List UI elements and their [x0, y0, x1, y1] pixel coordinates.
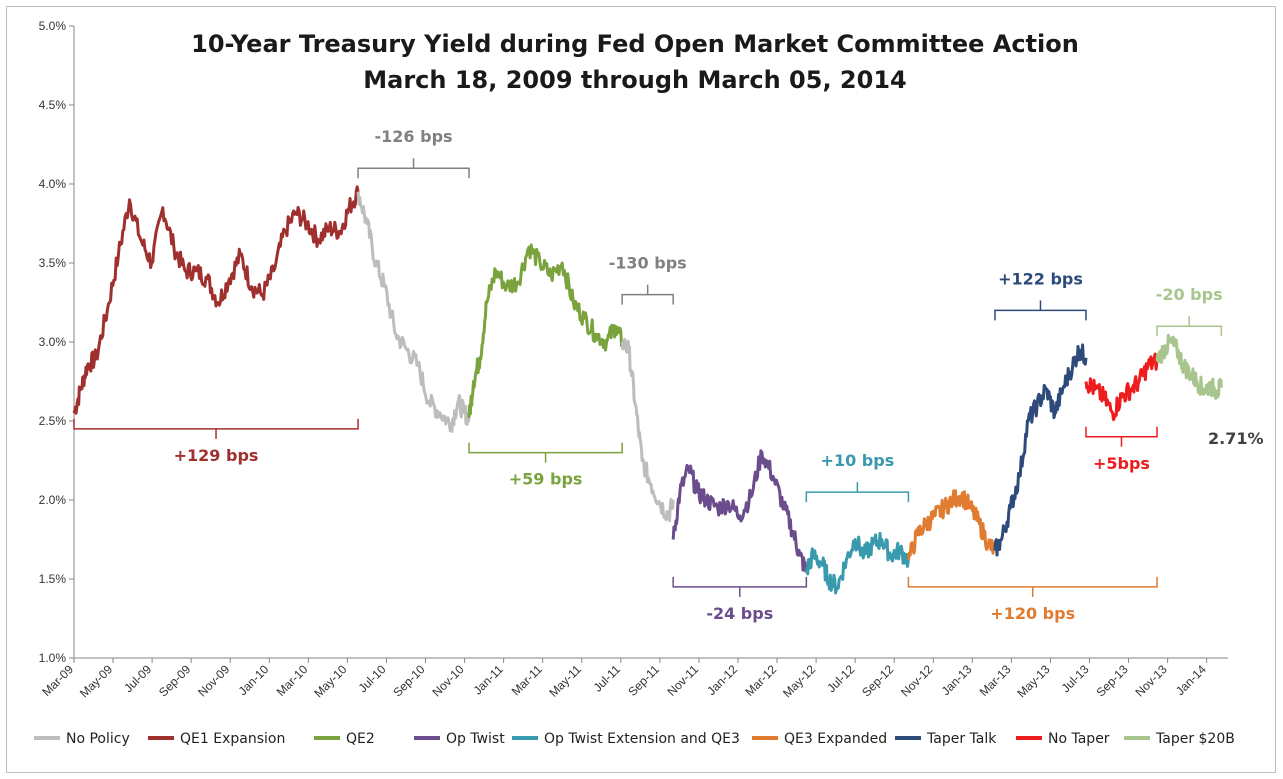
- legend-label: QE2: [346, 731, 375, 747]
- x-tick-label: May-09: [77, 662, 115, 700]
- axes: 1.0% 1.5% 2.0% 2.5% 3.0% 3.5% 4.0% 4.5% 5.0% Mar-…: [39, 19, 1228, 700]
- x-tick-label: May-12: [780, 662, 818, 700]
- x-tick-label: Sep-11: [625, 662, 662, 699]
- legend-label: Taper Talk: [926, 731, 997, 747]
- y-tick-label: 4.0%: [39, 177, 67, 191]
- annotations: +129 bps -126 bps +59 bps -130 bps -24 bps +1…: [73, 127, 1223, 623]
- x-tick-label: Jan-13: [939, 662, 975, 698]
- series-line: [620, 338, 675, 523]
- annotation-label: -24 bps: [706, 604, 773, 623]
- annotation-label: +129 bps: [174, 446, 259, 465]
- y-tick-label: 3.0%: [39, 335, 67, 349]
- y-tick-label: 2.5%: [39, 414, 67, 428]
- series-line: [993, 343, 1088, 557]
- chart-subtitle: March 18, 2009 through March 05, 2014: [363, 66, 906, 94]
- annotation-bracket: [621, 284, 674, 305]
- x-tick-label: Jan-10: [236, 662, 272, 698]
- series-line: [671, 449, 808, 573]
- legend-label: Taper $20B: [1155, 731, 1235, 747]
- annotation-bracket: [357, 158, 470, 179]
- x-tick-label: Jan-12: [704, 662, 740, 698]
- x-tick-label: Sep-13: [1093, 662, 1130, 699]
- series-line: [72, 185, 360, 415]
- y-tick-label: 3.5%: [39, 256, 67, 270]
- legend-label: No Taper: [1048, 731, 1110, 747]
- series-line: [356, 191, 471, 433]
- annotation-bracket: [73, 418, 359, 439]
- x-tick-label: Mar-10: [274, 662, 311, 699]
- x-tick-label: Sep-09: [156, 662, 193, 699]
- annotation-label: +59 bps: [509, 470, 583, 489]
- annotation-label: -130 bps: [609, 254, 687, 273]
- annotation-bracket: [1085, 426, 1158, 447]
- annotation-bracket: [907, 576, 1158, 597]
- x-tick-label: Jul-13: [1059, 662, 1092, 695]
- x-tick-label: Nov-12: [898, 662, 935, 699]
- x-tick-label: May-10: [311, 662, 349, 700]
- annotation-label: +122 bps: [998, 269, 1083, 288]
- x-tick-label: Nov-10: [429, 662, 466, 699]
- y-tick-label: 2.0%: [39, 493, 67, 507]
- legend-label: Op Twist: [446, 731, 505, 747]
- annotation-label: -126 bps: [375, 127, 453, 146]
- annotation-bracket: [468, 442, 623, 463]
- x-tick-label: Mar-09: [39, 662, 76, 699]
- x-tick-label: May-13: [1014, 662, 1052, 700]
- x-tick-label: Mar-13: [977, 662, 1014, 699]
- annotation-bracket: [805, 482, 910, 503]
- legend-label: Op Twist Extension and QE3: [544, 731, 740, 747]
- x-tick-label: Mar-12: [742, 662, 779, 699]
- x-tick-label: Nov-09: [195, 662, 232, 699]
- annotation-label: +120 bps: [990, 604, 1075, 623]
- x-tick-label: Jul-09: [121, 662, 154, 695]
- x-tick-label: May-11: [546, 662, 584, 700]
- annotation-label: +10 bps: [821, 451, 895, 470]
- y-tick-label: 5.0%: [39, 19, 67, 33]
- annotation-bracket: [994, 300, 1087, 321]
- legend-label: No Policy: [66, 731, 130, 747]
- series-line: [1084, 352, 1159, 422]
- series-layer: [72, 185, 1223, 595]
- x-tick-label: Jan-14: [1173, 662, 1209, 698]
- chart-title: 10-Year Treasury Yield during Fed Open M…: [191, 30, 1079, 58]
- annotation-label: +5bps: [1093, 454, 1150, 473]
- annotation-label: -20 bps: [1156, 285, 1223, 304]
- legend-label: QE1 Expansion: [180, 731, 285, 747]
- legend-label: QE3 Expanded: [784, 731, 887, 747]
- y-tick-label: 1.0%: [39, 651, 67, 665]
- x-tick-label: Mar-11: [509, 662, 545, 698]
- series-line: [906, 489, 997, 561]
- x-tick-label: Nov-11: [664, 662, 701, 699]
- chart-frame: [6, 6, 1276, 773]
- x-tick-label: Nov-13: [1133, 662, 1170, 699]
- series-line: [467, 243, 624, 418]
- annotation-bracket: [672, 576, 808, 597]
- x-tick-label: Jul-11: [591, 662, 624, 695]
- series-line: [1155, 333, 1223, 400]
- x-tick-label: Jul-12: [824, 662, 857, 695]
- x-tick-label: Sep-10: [390, 662, 427, 699]
- annotation-bracket: [1156, 316, 1223, 337]
- legend: No Policy QE1 Expansion QE2 Op Twist Op Twis…: [34, 731, 1235, 747]
- x-tick-label: Sep-12: [859, 662, 896, 699]
- last-value-label: 2.71%: [1208, 429, 1264, 448]
- series-line: [804, 531, 910, 595]
- x-tick-label: Jul-10: [356, 662, 389, 695]
- y-tick-label: 4.5%: [39, 98, 67, 112]
- x-tick-label: Jan-11: [471, 662, 506, 697]
- y-tick-label: 1.5%: [39, 572, 67, 586]
